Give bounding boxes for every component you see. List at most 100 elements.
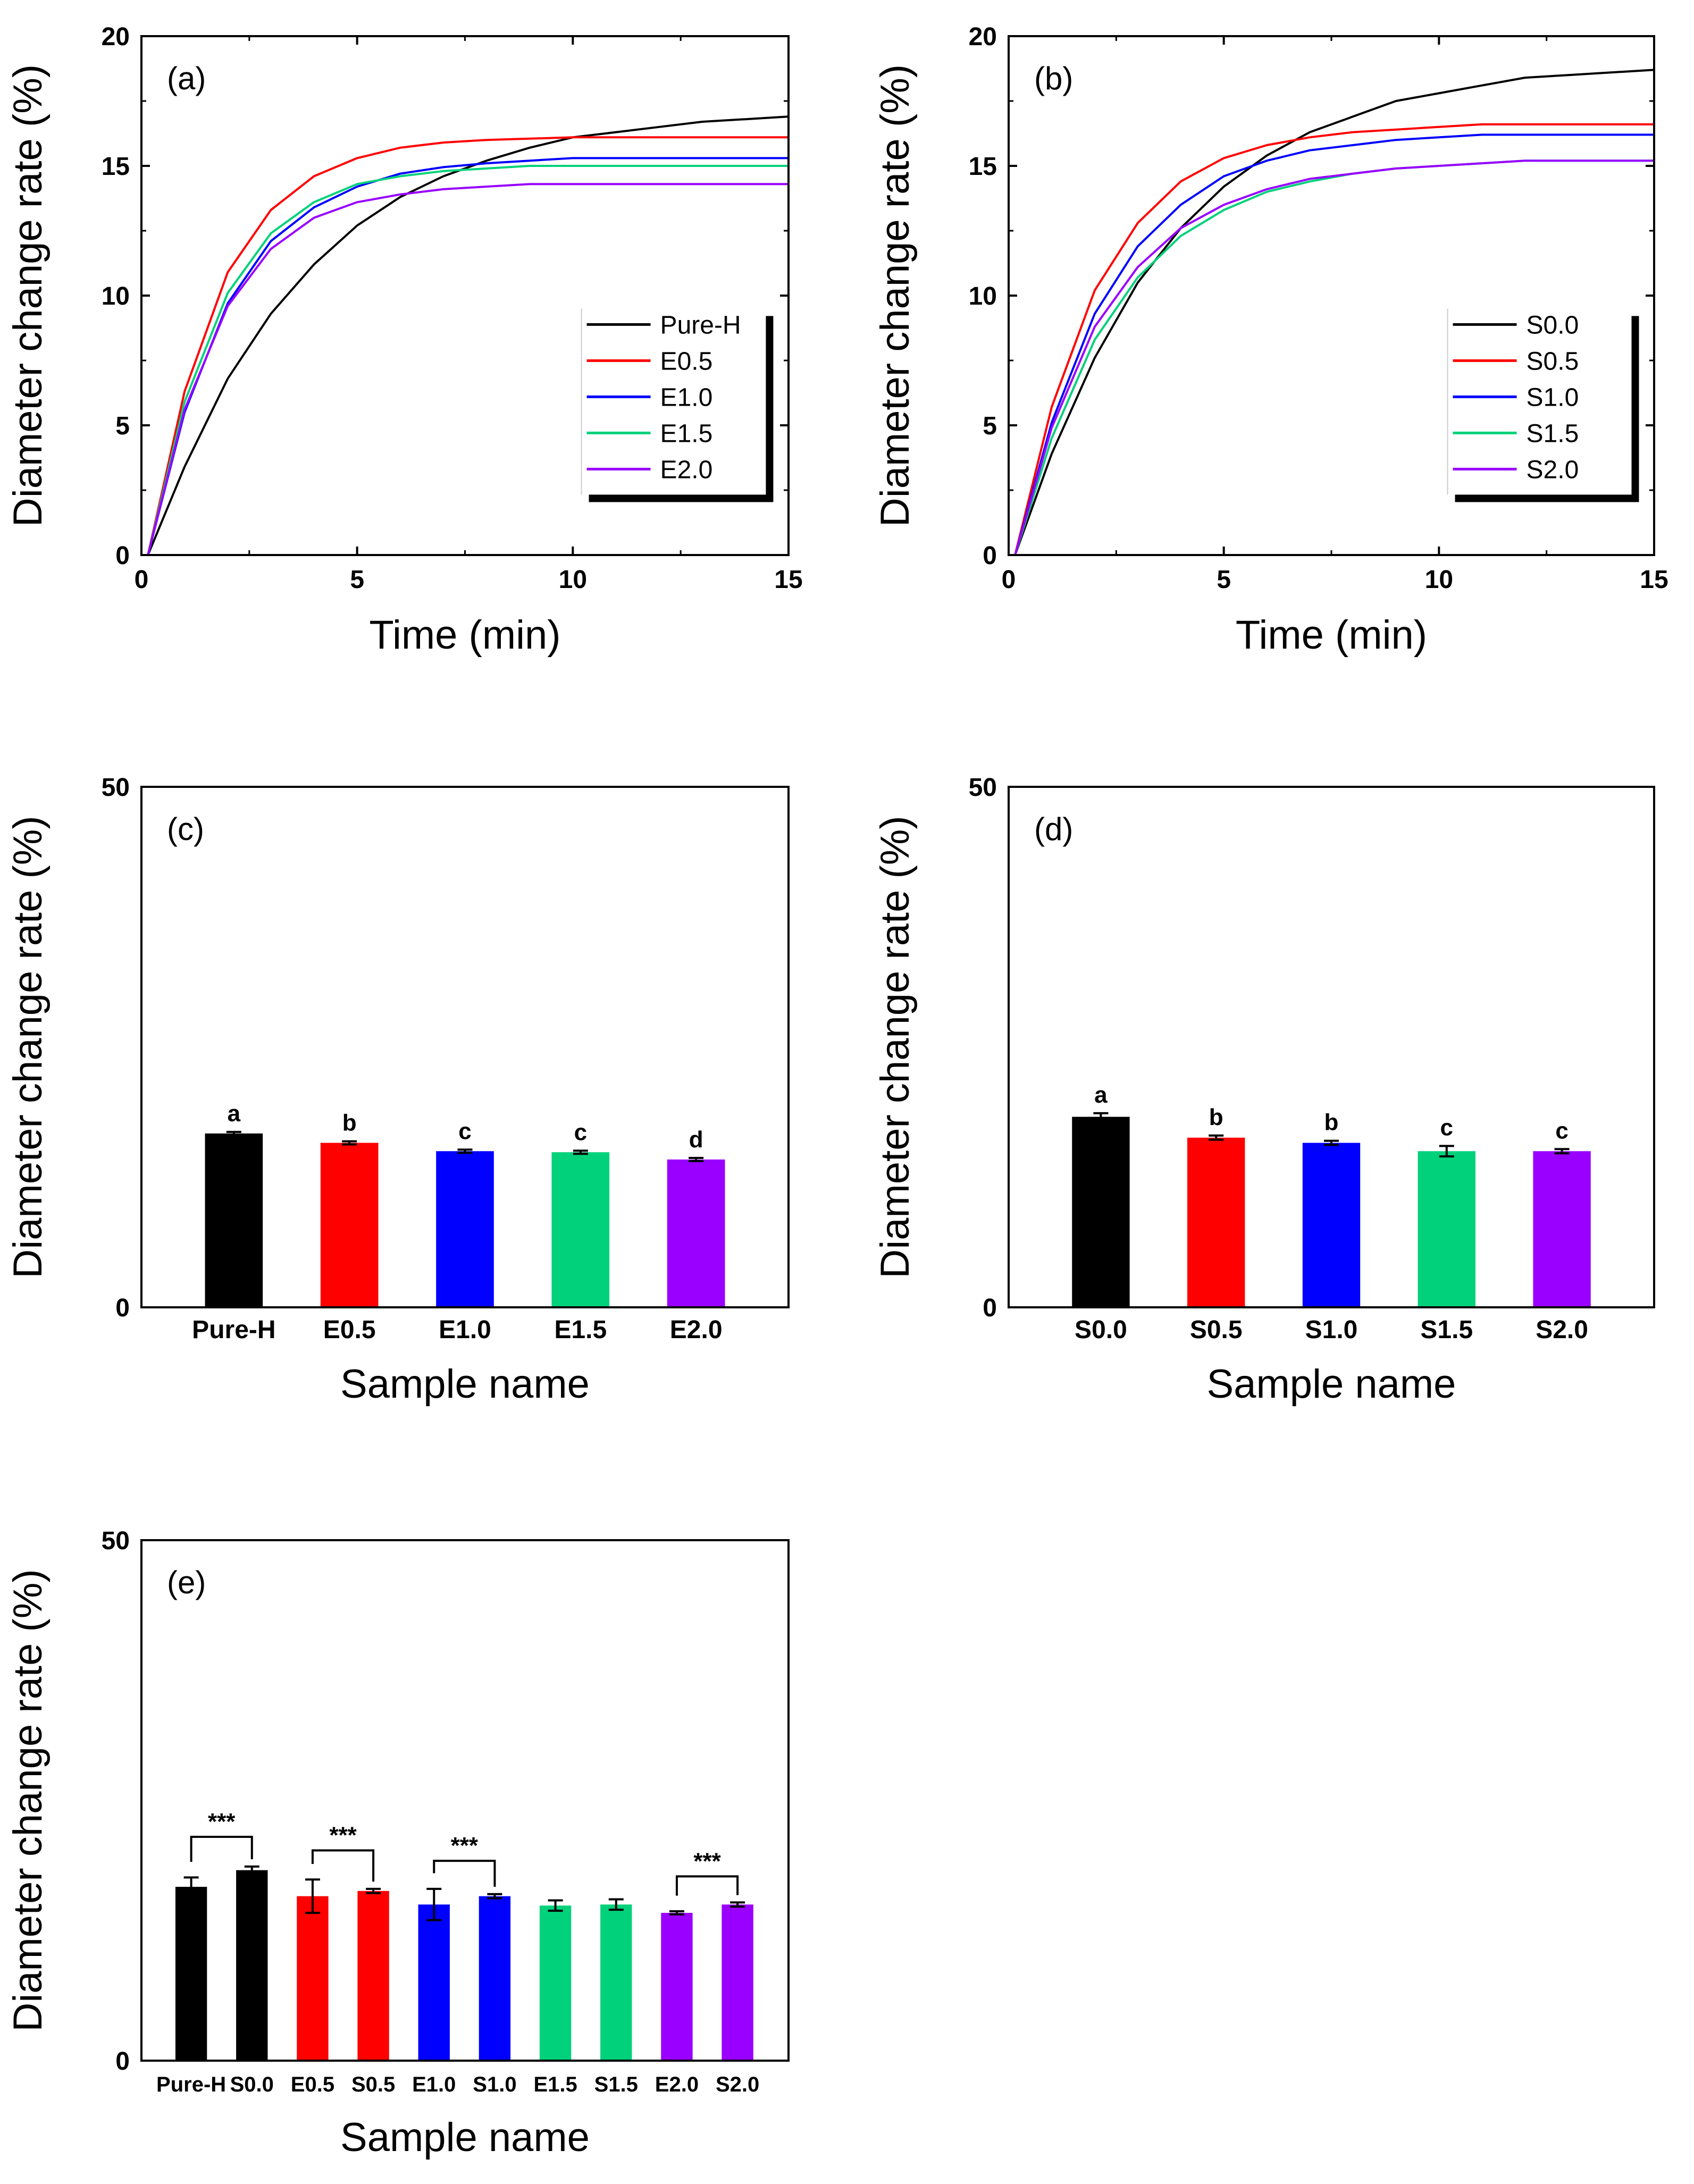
significance-letter: b	[1209, 1104, 1223, 1130]
series-line-S0.0	[1009, 69, 1655, 556]
significance-bracket	[433, 1860, 496, 1887]
y-tick-label: 5	[983, 412, 997, 440]
bar-S1.5	[1418, 1151, 1475, 1307]
plot-frame	[140, 786, 790, 1308]
y-tick-label: 15	[969, 153, 997, 181]
x-tick-label: S0.5	[351, 2073, 395, 2096]
series-line-S1.0	[1009, 133, 1654, 556]
y-tick-label: 0	[983, 1294, 997, 1322]
legend-label: Pure-H	[660, 311, 741, 339]
series-line-S2.0	[1009, 159, 1654, 556]
y-tick-label: 50	[969, 774, 997, 802]
significance-letter: c	[574, 1119, 587, 1145]
x-tick-label: 15	[1640, 566, 1668, 594]
bar-S1.0	[479, 1896, 511, 2061]
significance-letter: d	[689, 1127, 703, 1153]
x-tick-label: E2.0	[670, 1316, 723, 1344]
legend: S0.0 S0.5 S1.0 S1.5 S2.0	[1447, 308, 1639, 502]
y-tick-label: 0	[115, 542, 130, 570]
y-tick-label: 20	[102, 23, 130, 51]
significance-stars: ***	[208, 1809, 236, 1835]
panel-label: (d)	[1034, 811, 1073, 847]
x-tick-label: S1.0	[1305, 1316, 1358, 1344]
chart-panel-a: (a) Diameter change rate (%) Time (min) 0 5 1…	[5, 23, 803, 658]
plot-frame	[1008, 35, 1655, 556]
x-tick-label: E0.5	[323, 1316, 376, 1344]
significance-letter: b	[1324, 1110, 1339, 1136]
chart-panel-d: (d) Diameter change rate (%) Sample name 0 5…	[873, 774, 1655, 1407]
bar-Pure-H	[175, 1887, 207, 2061]
x-tick-label: 0	[1002, 566, 1016, 594]
panel-label: (b)	[1034, 61, 1073, 96]
series-line-E2.0	[141, 183, 789, 556]
y-axis-title: Diameter change rate (%)	[5, 816, 51, 1278]
series-line-S0.5	[1009, 123, 1654, 556]
legend-box	[1447, 308, 1632, 495]
x-tick-label: E0.5	[291, 2073, 334, 2096]
x-tick-label: 0	[135, 566, 149, 594]
legend-label: S0.5	[1527, 347, 1579, 375]
y-tick-label: 50	[102, 774, 130, 802]
series-line-E0.5	[141, 136, 789, 556]
legend-label: E1.5	[660, 419, 713, 448]
y-tick-label: 0	[983, 542, 997, 570]
chart-panel-e: (e) Diameter change rate (%) Sample name 0 5…	[5, 1527, 790, 2160]
legend-label: S2.0	[1527, 456, 1579, 484]
x-axis-title: Sample name	[340, 2115, 590, 2160]
x-tick-label: Pure-H	[192, 1316, 275, 1344]
bar-E1.0	[436, 1151, 494, 1307]
x-tick-label: S0.0	[230, 2073, 274, 2096]
y-tick-label: 10	[102, 282, 130, 310]
bar-S2.0	[722, 1904, 753, 2061]
x-axis-title: Time (min)	[1236, 612, 1427, 658]
significance-stars: ***	[693, 1848, 721, 1874]
bar-S1.0	[1302, 1143, 1361, 1307]
y-axis-title: Diameter change rate (%)	[873, 816, 918, 1278]
bar-S0.0	[236, 1870, 268, 2061]
x-tick-label: S0.0	[1075, 1316, 1127, 1344]
legend-label: S1.5	[1527, 419, 1579, 448]
x-tick-label: E1.0	[412, 2073, 456, 2096]
x-tick-label: E2.0	[655, 2073, 699, 2096]
legend-label: E2.0	[660, 456, 713, 484]
panel-label: (e)	[167, 1565, 206, 1600]
y-axis-title: Diameter change rate (%)	[5, 64, 51, 527]
x-tick-label: E1.0	[439, 1316, 491, 1344]
significance-letter: a	[228, 1101, 241, 1127]
x-tick-label: 5	[1217, 566, 1231, 594]
x-tick-label: E1.5	[554, 1316, 607, 1344]
x-tick-label: S0.5	[1190, 1316, 1243, 1344]
significance-stars: ***	[451, 1833, 479, 1859]
x-tick-label: E1.5	[533, 2073, 577, 2096]
y-tick-label: 15	[102, 153, 130, 181]
plot-frame	[1008, 786, 1655, 1308]
legend-label: E0.5	[660, 347, 713, 375]
x-tick-label: Pure-H	[156, 2073, 226, 2096]
bar-E1.5	[539, 1905, 572, 2061]
significance-bracket	[190, 1836, 253, 1862]
x-tick-label: S1.0	[473, 2073, 516, 2096]
significance-bracket	[675, 1875, 739, 1896]
x-axis-title: Sample name	[340, 1362, 590, 1407]
bar-S0.0	[1072, 1116, 1130, 1307]
significance-bracket	[311, 1849, 375, 1882]
chart-panel-c: (c) Diameter change rate (%) Sample name 0 5…	[5, 774, 790, 1407]
series-line-Pure-H	[141, 115, 789, 556]
series-line-E1.5	[141, 165, 789, 556]
bar-S1.5	[600, 1904, 632, 2061]
y-axis-title: Diameter change rate (%)	[5, 1569, 51, 2031]
plot-frame	[140, 1539, 790, 2062]
significance-letter: c	[1440, 1115, 1453, 1141]
bar-E0.5	[297, 1896, 329, 2061]
bar-E2.0	[661, 1912, 693, 2061]
y-tick-label: 0	[115, 2047, 130, 2076]
significance-stars: ***	[329, 1822, 357, 1848]
y-tick-label: 10	[969, 282, 997, 310]
x-tick-label: 5	[350, 566, 364, 594]
bar-E1.0	[418, 1904, 450, 2061]
significance-letter: a	[1094, 1082, 1108, 1108]
panel-label: (a)	[167, 61, 206, 96]
bar-E0.5	[320, 1143, 379, 1307]
x-axis-title: Time (min)	[369, 612, 560, 658]
